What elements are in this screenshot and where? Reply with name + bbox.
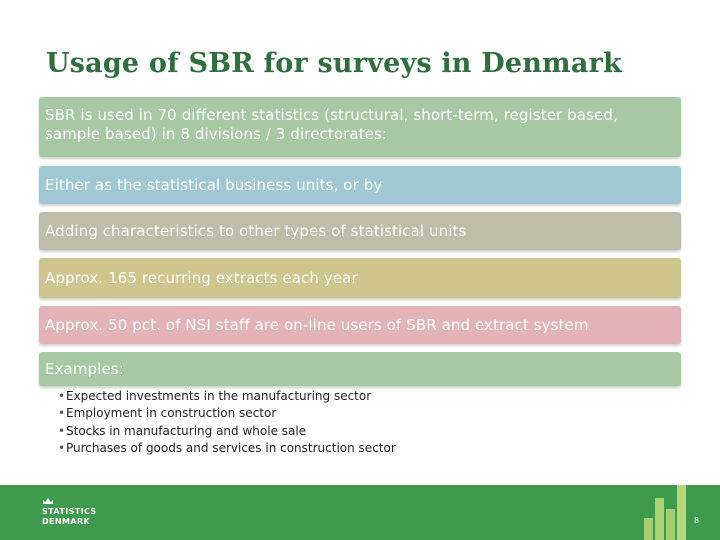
crown-icon bbox=[43, 498, 53, 504]
band-text: Approx. 50 pct. of NSI staff are on-line… bbox=[45, 315, 589, 334]
band-examples: Examples: bbox=[39, 352, 681, 386]
bullet-icon: • bbox=[58, 406, 66, 421]
decorative-bar bbox=[666, 509, 675, 540]
list-item-text: Expected investments in the manufacturin… bbox=[66, 389, 372, 403]
list-item-text: Employment in construction sector bbox=[66, 406, 277, 421]
page-number: 8 bbox=[694, 516, 700, 525]
logo-text-statistics: STATISTICS bbox=[42, 507, 97, 516]
band-text: Examples: bbox=[45, 359, 124, 378]
band-text: Adding characteristics to other types of… bbox=[45, 221, 467, 240]
list-item-text: Purchases of goods and services in const… bbox=[66, 440, 396, 455]
band-text: Approx. 165 recurring extracts each year bbox=[45, 268, 358, 287]
list-item: •Expected investments in the manufacturi… bbox=[58, 388, 396, 405]
list-item: •Stocks in manufacturing and whole sale bbox=[58, 423, 396, 440]
list-item-text: Stocks in manufacturing and whole sale bbox=[66, 423, 307, 438]
list-item: •Employment in construction sector bbox=[58, 405, 396, 422]
band-sbr-usage: SBR is used in 70 different statistics (… bbox=[39, 97, 681, 157]
bullet-icon: • bbox=[58, 423, 66, 438]
bullet-icon: • bbox=[58, 389, 66, 403]
bullet-icon: • bbox=[58, 440, 66, 455]
decorative-bars bbox=[640, 485, 695, 540]
decorative-bar bbox=[644, 518, 653, 540]
band-recurring-extracts: Approx. 165 recurring extracts each year bbox=[39, 258, 681, 298]
band-text: Either as the statistical business units… bbox=[45, 175, 383, 194]
slide-title: Usage of SBR for surveys in Denmark bbox=[46, 48, 622, 79]
band-text: SBR is used in 70 different statistics (… bbox=[45, 106, 618, 143]
decorative-bar bbox=[655, 498, 664, 540]
band-statistical-units: Either as the statistical business units… bbox=[39, 166, 681, 204]
logo-text-denmark: DENMARK bbox=[42, 517, 91, 526]
band-adding-characteristics: Adding characteristics to other types of… bbox=[39, 212, 681, 250]
decorative-bar bbox=[677, 485, 686, 540]
band-online-users: Approx. 50 pct. of NSI staff are on-line… bbox=[39, 306, 681, 344]
footer-bar bbox=[0, 485, 720, 540]
examples-list: •Expected investments in the manufacturi… bbox=[58, 388, 396, 457]
list-item: •Purchases of goods and services in cons… bbox=[58, 440, 396, 457]
